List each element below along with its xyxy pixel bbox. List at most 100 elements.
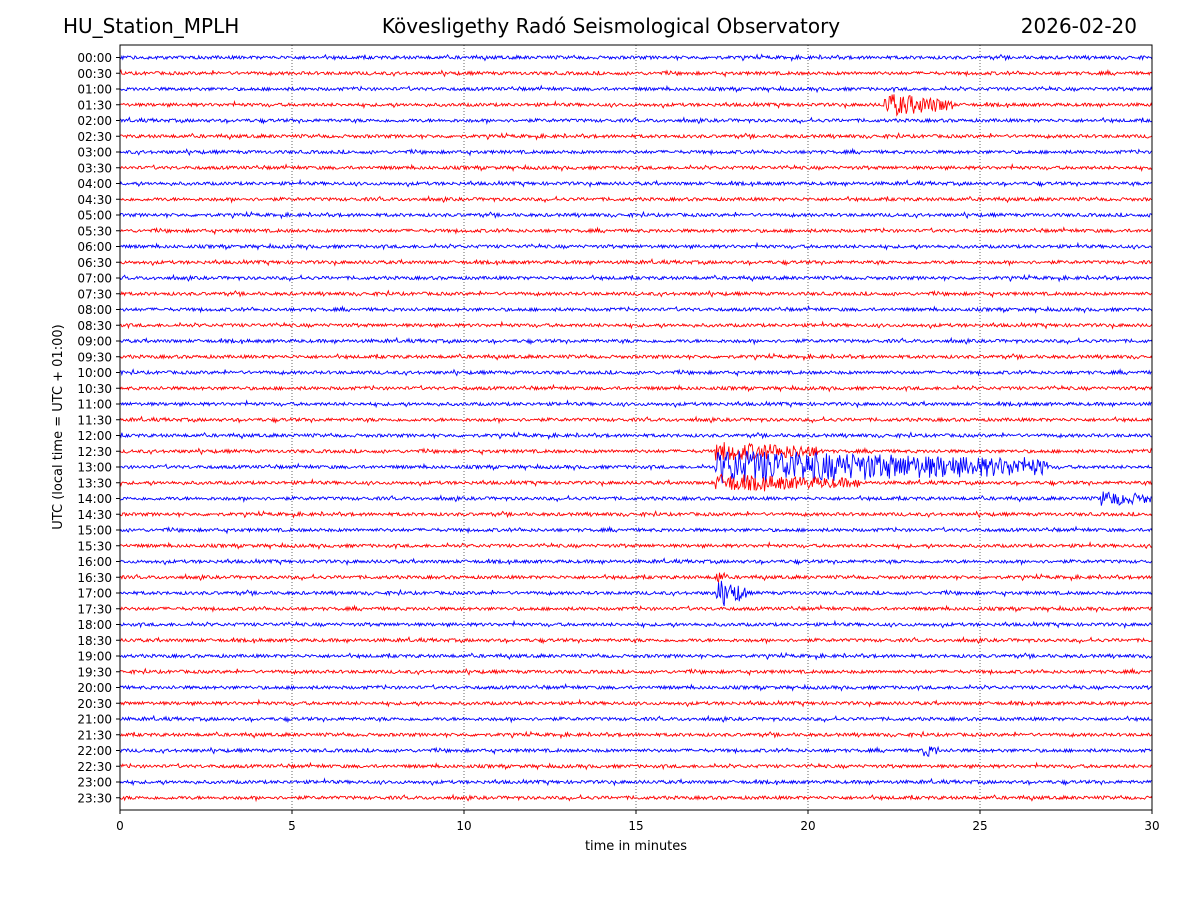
trace-0300	[119, 147, 1153, 157]
y-tick-label: 05:30	[77, 224, 112, 238]
y-tick-label: 21:00	[77, 713, 112, 727]
y-tick-label: 00:30	[77, 67, 112, 81]
chart-date: 2026-02-20	[1020, 14, 1137, 38]
x-tick-label: 30	[1144, 819, 1159, 833]
y-tick-label: 19:30	[77, 665, 112, 679]
y-tick-label: 17:00	[77, 587, 112, 601]
trace-0800	[119, 304, 1153, 314]
y-tick-label: 21:30	[77, 728, 112, 742]
y-tick-label: 06:30	[77, 256, 112, 270]
y-tick-label: 12:30	[77, 445, 112, 459]
trace-0730	[119, 289, 1153, 299]
vertical-gridlines	[291, 45, 981, 810]
y-tick-label: 13:30	[77, 476, 112, 490]
x-tick-label: 25	[972, 819, 987, 833]
trace-2230	[119, 761, 1153, 771]
trace-2030	[119, 698, 1153, 708]
y-tick-label: 03:00	[77, 146, 112, 160]
trace-1630	[119, 571, 1153, 584]
y-tick-label: 07:30	[77, 287, 112, 301]
trace-1700	[119, 580, 1153, 607]
y-tick-label: 09:00	[77, 335, 112, 349]
y-tick-label: 17:30	[77, 602, 112, 616]
y-tick-label: 04:00	[77, 177, 112, 191]
x-tick-label: 0	[116, 819, 124, 833]
trace-1030	[119, 383, 1153, 393]
trace-1400	[119, 491, 1153, 506]
x-tick-label: 20	[800, 819, 815, 833]
trace-1230	[119, 442, 1153, 461]
y-tick-label: 20:00	[77, 681, 112, 695]
trace-1600	[119, 557, 1153, 567]
y-tick-label: 07:00	[77, 272, 112, 286]
x-tick-label: 5	[288, 819, 296, 833]
y-tick-label: 01:30	[77, 98, 112, 112]
trace-0330	[119, 163, 1153, 173]
trace-0700	[119, 273, 1153, 283]
trace-1830	[119, 636, 1153, 645]
y-tick-label: 12:00	[77, 429, 112, 443]
x-axis-label: time in minutes	[585, 839, 687, 854]
trace-1200	[119, 431, 1153, 440]
y-tick-label: 15:30	[77, 539, 112, 553]
trace-2300	[119, 777, 1153, 787]
y-tick-label: 16:30	[77, 571, 112, 585]
trace-0930	[119, 352, 1153, 362]
y-tick-label: 05:00	[77, 209, 112, 223]
trace-1530	[119, 540, 1153, 551]
y-tick-label: 23:00	[77, 776, 112, 790]
y-tick-label: 22:30	[77, 760, 112, 774]
y-tick-label: 01:00	[77, 83, 112, 97]
trace-2330	[119, 793, 1153, 803]
y-tick-label: 11:00	[77, 398, 112, 412]
trace-0530	[119, 226, 1153, 236]
trace-0000	[119, 53, 1153, 62]
trace-0100	[119, 84, 1153, 94]
y-tick-label: 04:30	[77, 193, 112, 207]
y-tick-label: 06:00	[77, 240, 112, 254]
trace-1100	[119, 399, 1153, 409]
x-tick-label: 15	[628, 819, 643, 833]
y-tick-label: 03:30	[77, 161, 112, 175]
trace-0900	[119, 336, 1153, 346]
trace-0130	[119, 94, 1153, 117]
y-tick-label: 15:00	[77, 524, 112, 538]
trace-0830	[119, 320, 1153, 330]
chart-title: Kövesligethy Radó Seismological Observat…	[381, 14, 841, 38]
y-tick-label: 13:00	[77, 461, 112, 475]
trace-2130	[119, 730, 1153, 740]
y-tick-label: 19:00	[77, 650, 112, 664]
station-name: HU_Station_MPLH	[63, 14, 240, 38]
y-tick-label: 14:00	[77, 492, 112, 506]
x-tick-label: 10	[456, 819, 471, 833]
trace-2200	[119, 745, 1153, 757]
trace-0400	[119, 178, 1153, 189]
trace-1500	[119, 525, 1153, 535]
y-tick-label: 18:00	[77, 618, 112, 632]
y-axis-label: UTC (local time = UTC + 01:00)	[51, 324, 66, 529]
y-tick-label: 09:30	[77, 350, 112, 364]
trace-0630	[119, 258, 1153, 267]
y-tick-label: 02:00	[77, 114, 112, 128]
trace-1730	[119, 604, 1153, 614]
y-tick-label: 14:30	[77, 508, 112, 522]
y-tick-label: 10:00	[77, 366, 112, 380]
trace-0230	[119, 132, 1153, 141]
y-tick-label: 16:00	[77, 555, 112, 569]
trace-0030	[119, 68, 1153, 78]
y-tick-label: 00:00	[77, 51, 112, 65]
y-tick-label: 11:30	[77, 413, 112, 427]
trace-0200	[119, 116, 1153, 125]
trace-1330	[119, 473, 1153, 492]
y-tick-label: 20:30	[77, 697, 112, 711]
trace-1430	[119, 510, 1153, 519]
y-tick-label: 18:30	[77, 634, 112, 648]
y-tick-label: 02:30	[77, 130, 112, 144]
trace-1000	[119, 368, 1153, 377]
trace-1130	[119, 415, 1153, 425]
trace-2100	[119, 714, 1153, 724]
trace-group	[119, 53, 1153, 803]
trace-1300	[119, 450, 1153, 484]
